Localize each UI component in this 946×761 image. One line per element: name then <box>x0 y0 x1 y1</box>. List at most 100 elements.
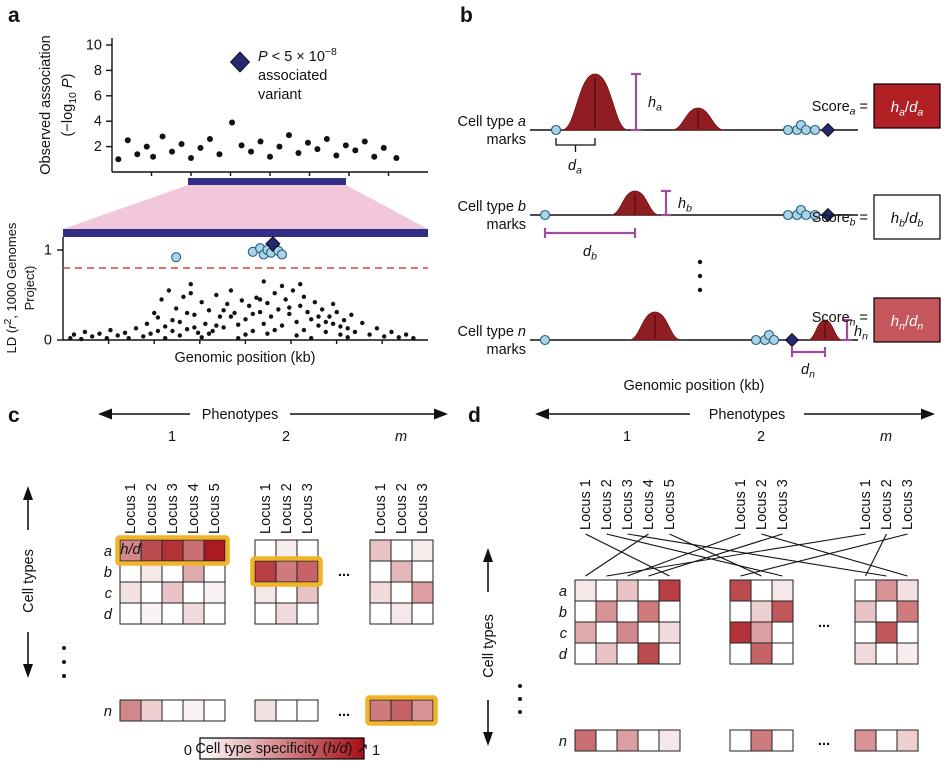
data-point <box>295 149 302 156</box>
cell-type-row-label: b <box>104 565 112 581</box>
data-point <box>403 332 409 337</box>
data-point <box>206 135 213 142</box>
heat-cell <box>750 600 773 623</box>
heat-cell <box>854 642 877 665</box>
data-point <box>246 303 252 308</box>
data-point <box>279 283 285 289</box>
legend-gradient-bar <box>199 737 365 760</box>
data-point <box>197 144 204 151</box>
data-point <box>141 334 146 339</box>
heat-cell <box>771 579 794 602</box>
data-point <box>283 297 288 302</box>
data-point <box>104 336 110 341</box>
heat-cell <box>369 602 392 625</box>
y-tick-label: 4 <box>94 114 102 130</box>
arrow-down-icon <box>483 732 493 746</box>
phenotypes-axis-d: Phenotypes <box>535 407 935 423</box>
row-a-title: Cell type a <box>457 114 526 130</box>
h-n-bracket <box>842 318 852 342</box>
heat-cell <box>875 621 898 644</box>
shuffle-line <box>648 533 783 577</box>
data-point <box>199 300 204 305</box>
data-point <box>206 331 212 336</box>
d-b-label: db <box>583 244 597 263</box>
locus-label: Locus 5 <box>207 483 223 534</box>
data-point <box>301 327 307 333</box>
heat-cell <box>254 602 277 625</box>
phenotype-2-label: 2 <box>282 429 290 445</box>
data-point <box>257 297 263 302</box>
data-point <box>199 335 204 340</box>
data-point <box>276 143 283 150</box>
arrow-left-icon <box>98 408 112 420</box>
snp-dot <box>800 124 812 136</box>
row-a-title-2: marks <box>487 132 526 148</box>
data-point <box>243 317 248 322</box>
row-n-title-2: marks <box>487 342 526 358</box>
data-point <box>238 142 245 149</box>
panel-a-label: a <box>8 4 20 27</box>
heat-cell <box>254 560 277 583</box>
data-point <box>265 300 270 306</box>
heat-cell <box>182 581 205 604</box>
heat-cell <box>750 729 773 752</box>
heat-cell <box>296 699 319 722</box>
phenotype-m-label: m <box>395 429 407 445</box>
highlight-box <box>250 556 323 587</box>
data-point <box>148 331 153 336</box>
data-point <box>265 331 270 336</box>
data-point <box>334 309 339 315</box>
data-point <box>214 323 219 328</box>
data-point <box>389 329 394 335</box>
score-b-label: Scoreb = <box>812 210 868 229</box>
heat-cell <box>140 602 163 625</box>
data-point <box>184 310 190 316</box>
heat-cell <box>854 600 877 623</box>
data-point <box>338 324 343 329</box>
heat-cell <box>729 729 752 752</box>
data-point <box>192 312 197 317</box>
phenotype-1-label: 1 <box>623 429 631 445</box>
heat-cell <box>182 699 205 722</box>
data-point <box>279 323 285 328</box>
data-point <box>192 325 197 330</box>
shuffle-line <box>740 533 908 577</box>
zoom-region-bar <box>188 178 346 185</box>
heat-cell <box>275 602 298 625</box>
legend-line3: variant <box>258 87 302 103</box>
shuffle-line <box>585 533 649 577</box>
heat-cell <box>729 579 752 602</box>
data-point <box>396 335 401 340</box>
data-point <box>338 332 343 337</box>
data-point <box>257 138 264 145</box>
data-point <box>361 138 368 145</box>
data-point <box>312 300 318 305</box>
heat-cell <box>595 642 618 665</box>
shuffle-line <box>585 533 670 577</box>
data-point <box>150 153 157 160</box>
cell-type-n-track: Cell type n marks hn dn <box>457 297 941 381</box>
heat-cell <box>574 642 597 665</box>
data-point <box>68 336 73 341</box>
heat-cell <box>729 642 752 665</box>
score-a-value: ha/da <box>891 99 924 119</box>
score-a-box <box>873 83 941 129</box>
data-point <box>268 314 274 319</box>
zoom-trapezoid <box>63 185 428 229</box>
legend-min: 0 <box>184 743 192 759</box>
heat-cell <box>411 602 434 625</box>
y-tick-label: 6 <box>94 88 102 104</box>
d-a-brace <box>555 138 596 152</box>
phenotypes-axis: Phenotypes <box>98 407 448 423</box>
data-point <box>323 329 328 335</box>
heat-cell <box>658 642 681 665</box>
shuffle-line <box>865 533 887 577</box>
data-point <box>261 321 266 326</box>
data-point <box>188 155 194 162</box>
heat-cell <box>658 729 681 752</box>
high-ld-point <box>171 252 182 263</box>
data-point <box>319 307 325 312</box>
heat-cell <box>896 579 919 602</box>
data-point <box>272 327 277 333</box>
cell-type-row-label: d <box>104 607 113 623</box>
